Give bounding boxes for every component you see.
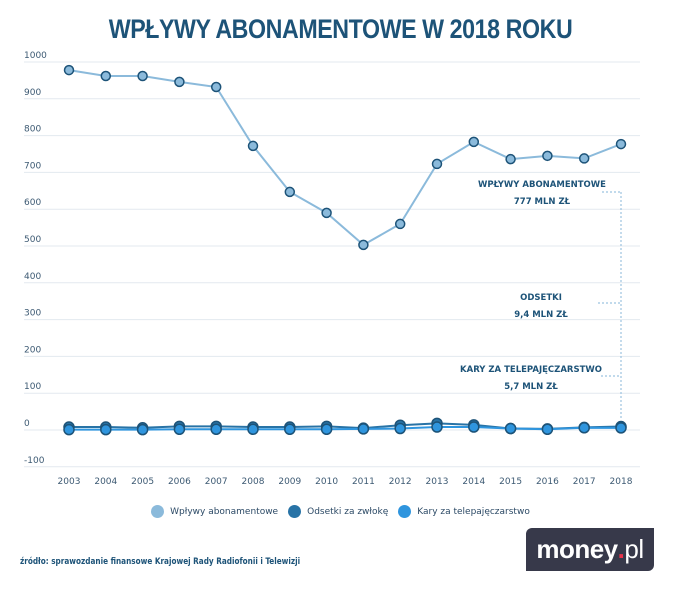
series-0	[63, 64, 627, 251]
x-tick-label: 2006	[168, 477, 191, 487]
logo-tld: pl	[624, 534, 644, 564]
annotation-value: 5,7 MLN ZŁ	[504, 382, 558, 392]
x-tick-label: 2011	[352, 477, 375, 487]
x-tick-label: 2012	[389, 477, 412, 487]
x-tick-label: 2015	[499, 477, 522, 487]
data-point[interactable]	[615, 138, 627, 150]
y-tick-label: 0	[24, 419, 30, 429]
data-point[interactable]	[137, 70, 148, 82]
y-tick-label: 600	[24, 198, 41, 208]
x-tick-label: 2008	[242, 477, 265, 487]
gridlines	[24, 61, 640, 468]
data-point[interactable]	[357, 423, 370, 435]
data-point[interactable]	[174, 76, 185, 88]
data-point[interactable]	[284, 423, 296, 436]
data-point[interactable]	[431, 158, 443, 170]
logo-dot: .	[617, 534, 625, 564]
data-point[interactable]	[504, 422, 517, 435]
series-lines	[63, 64, 627, 436]
x-tick-label: 2018	[610, 477, 633, 487]
data-point[interactable]	[173, 423, 186, 436]
data-point[interactable]	[615, 422, 627, 434]
legend-item-wplywy[interactable]: Wpływy abonamentowe	[151, 505, 278, 518]
data-point[interactable]	[136, 423, 149, 436]
x-tick-label: 2005	[131, 477, 154, 487]
data-point[interactable]	[578, 422, 590, 434]
legend-label: Wpływy abonamentowe	[170, 506, 279, 517]
data-point[interactable]	[210, 423, 222, 436]
data-point[interactable]	[284, 186, 296, 198]
x-tick-label: 2017	[573, 477, 596, 487]
y-tick-label: 400	[24, 272, 41, 282]
y-tick-label: 900	[24, 88, 41, 98]
x-tick-label: 2007	[205, 477, 228, 487]
y-tick-label: 800	[24, 125, 41, 135]
data-point[interactable]	[541, 423, 554, 436]
data-point[interactable]	[63, 423, 75, 436]
x-tick-label: 2014	[462, 477, 485, 487]
data-point[interactable]	[100, 423, 112, 436]
x-axis-labels: 2003 2004 2005 2006 2007 2008 2009 2010 2011 2012…	[58, 477, 633, 487]
y-tick-label: 500	[24, 235, 41, 245]
data-point[interactable]	[468, 136, 480, 148]
legend-label: Kary za telepajęczarstwo	[417, 506, 530, 517]
annotation-value: 9,4 MLN ZŁ	[514, 310, 568, 320]
data-point[interactable]	[394, 218, 406, 230]
y-tick-label: 700	[24, 161, 41, 171]
source-note: źródło: sprawozdanie finansowe Krajowej …	[20, 557, 301, 567]
annotation-label: WPŁYWY ABONAMENTOWE	[478, 180, 606, 190]
legend-label: Odsetki za zwłokę	[307, 506, 389, 517]
legend-dot-icon	[288, 505, 302, 518]
data-point[interactable]	[578, 153, 590, 164]
data-point[interactable]	[358, 239, 369, 251]
x-tick-label: 2003	[58, 477, 81, 487]
data-point[interactable]	[468, 421, 480, 433]
x-tick-label: 2004	[94, 477, 117, 487]
annotation-label: KARY ZA TELEPAJĘCZARSTWO	[460, 365, 602, 375]
y-tick-label: 1000	[24, 51, 47, 61]
data-point[interactable]	[100, 70, 112, 82]
data-point[interactable]	[247, 140, 259, 152]
data-point[interactable]	[210, 81, 222, 93]
data-point[interactable]	[63, 64, 75, 76]
data-point[interactable]	[320, 423, 333, 436]
data-point[interactable]	[505, 153, 516, 165]
data-point[interactable]	[247, 423, 259, 436]
y-tick-label: -100	[24, 456, 45, 466]
series-2	[63, 421, 627, 436]
x-tick-label: 2016	[536, 477, 559, 487]
legend-item-kary[interactable]: Kary za telepajęczarstwo	[398, 505, 530, 518]
data-point[interactable]	[431, 421, 443, 433]
annotation-label: ODSETKI	[520, 293, 562, 303]
money-pl-logo[interactable]: money. pl	[526, 528, 654, 571]
x-tick-label: 2009	[278, 477, 301, 487]
annotation-value: 777 MLN ZŁ	[514, 197, 571, 207]
y-tick-label: 300	[24, 309, 41, 319]
x-tick-label: 2013	[426, 477, 449, 487]
legend-dot-icon	[398, 505, 412, 518]
legend-dot-icon	[151, 505, 165, 518]
chart-title: WPŁYWY ABONAMENTOWE W 2018 ROKU	[108, 14, 573, 44]
y-tick-label: 100	[24, 382, 41, 392]
data-point[interactable]	[394, 422, 406, 435]
x-tick-label: 2010	[315, 477, 338, 487]
series-1	[63, 417, 627, 435]
legend: Wpływy abonamentowe Odsetki za zwłokę Ka…	[0, 505, 681, 518]
logo-text: money	[536, 534, 618, 564]
data-point[interactable]	[542, 150, 553, 162]
legend-item-odsetki[interactable]: Odsetki za zwłokę	[288, 505, 388, 518]
data-point[interactable]	[321, 207, 332, 219]
annotations: WPŁYWY ABONAMENTOWE 777 MLN ZŁ ODSETKI 9,4 …	[460, 180, 622, 418]
y-tick-label: 200	[24, 345, 41, 355]
